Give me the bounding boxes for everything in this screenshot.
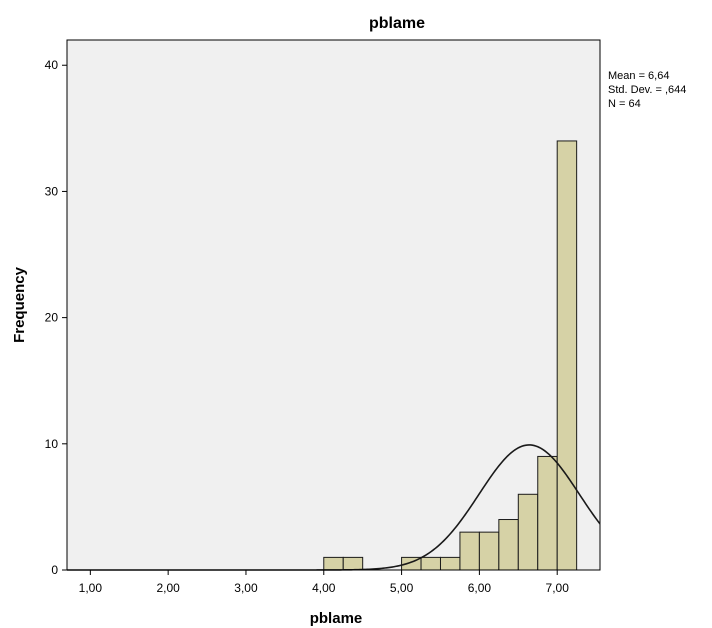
bars-group bbox=[323, 140, 578, 571]
histogram-bar-8 bbox=[517, 493, 539, 571]
y-tick-label-3: 30 bbox=[45, 184, 59, 198]
y-tick-label-1: 10 bbox=[45, 437, 59, 451]
x-ticks-group: 1,00 2,00 3,00 4,00 5,00 6,00 7,00 bbox=[79, 570, 570, 595]
x-tick-label-6: 7,00 bbox=[546, 581, 570, 595]
stats-mean: Mean = 6,64 bbox=[608, 70, 669, 82]
y-tick-label-2: 20 bbox=[45, 311, 59, 325]
y-ticks-group: 0 10 20 30 40 bbox=[45, 58, 67, 577]
x-tick-label-4: 5,00 bbox=[390, 581, 414, 595]
histogram-bar-5 bbox=[459, 531, 480, 571]
x-axis-title: pblame bbox=[310, 610, 363, 627]
x-tick-label-5: 6,00 bbox=[468, 581, 492, 595]
histogram-bar-1 bbox=[342, 556, 364, 571]
x-tick-label-0: 1,00 bbox=[79, 581, 103, 595]
stats-n: N = 64 bbox=[608, 98, 641, 110]
stats-std-dev: Std. Dev. = ,644 bbox=[608, 84, 686, 96]
histogram-bar-7 bbox=[498, 519, 519, 571]
chart-title: pblame bbox=[369, 15, 425, 32]
y-tick-label-4: 40 bbox=[45, 58, 59, 72]
histogram-bar-9 bbox=[537, 455, 558, 571]
histogram-bar-3 bbox=[420, 556, 441, 571]
histogram-bar-0 bbox=[323, 556, 344, 571]
histogram-bar-10 bbox=[556, 140, 578, 571]
histogram-bar-6 bbox=[478, 531, 500, 571]
x-tick-label-2: 3,00 bbox=[234, 581, 258, 595]
x-tick-label-1: 2,00 bbox=[156, 581, 180, 595]
x-tick-label-3: 4,00 bbox=[312, 581, 336, 595]
histogram-bar-4 bbox=[439, 556, 461, 571]
y-tick-label-0: 0 bbox=[51, 563, 58, 577]
y-axis-title: Frequency bbox=[11, 266, 28, 343]
plot-area bbox=[66, 39, 601, 571]
